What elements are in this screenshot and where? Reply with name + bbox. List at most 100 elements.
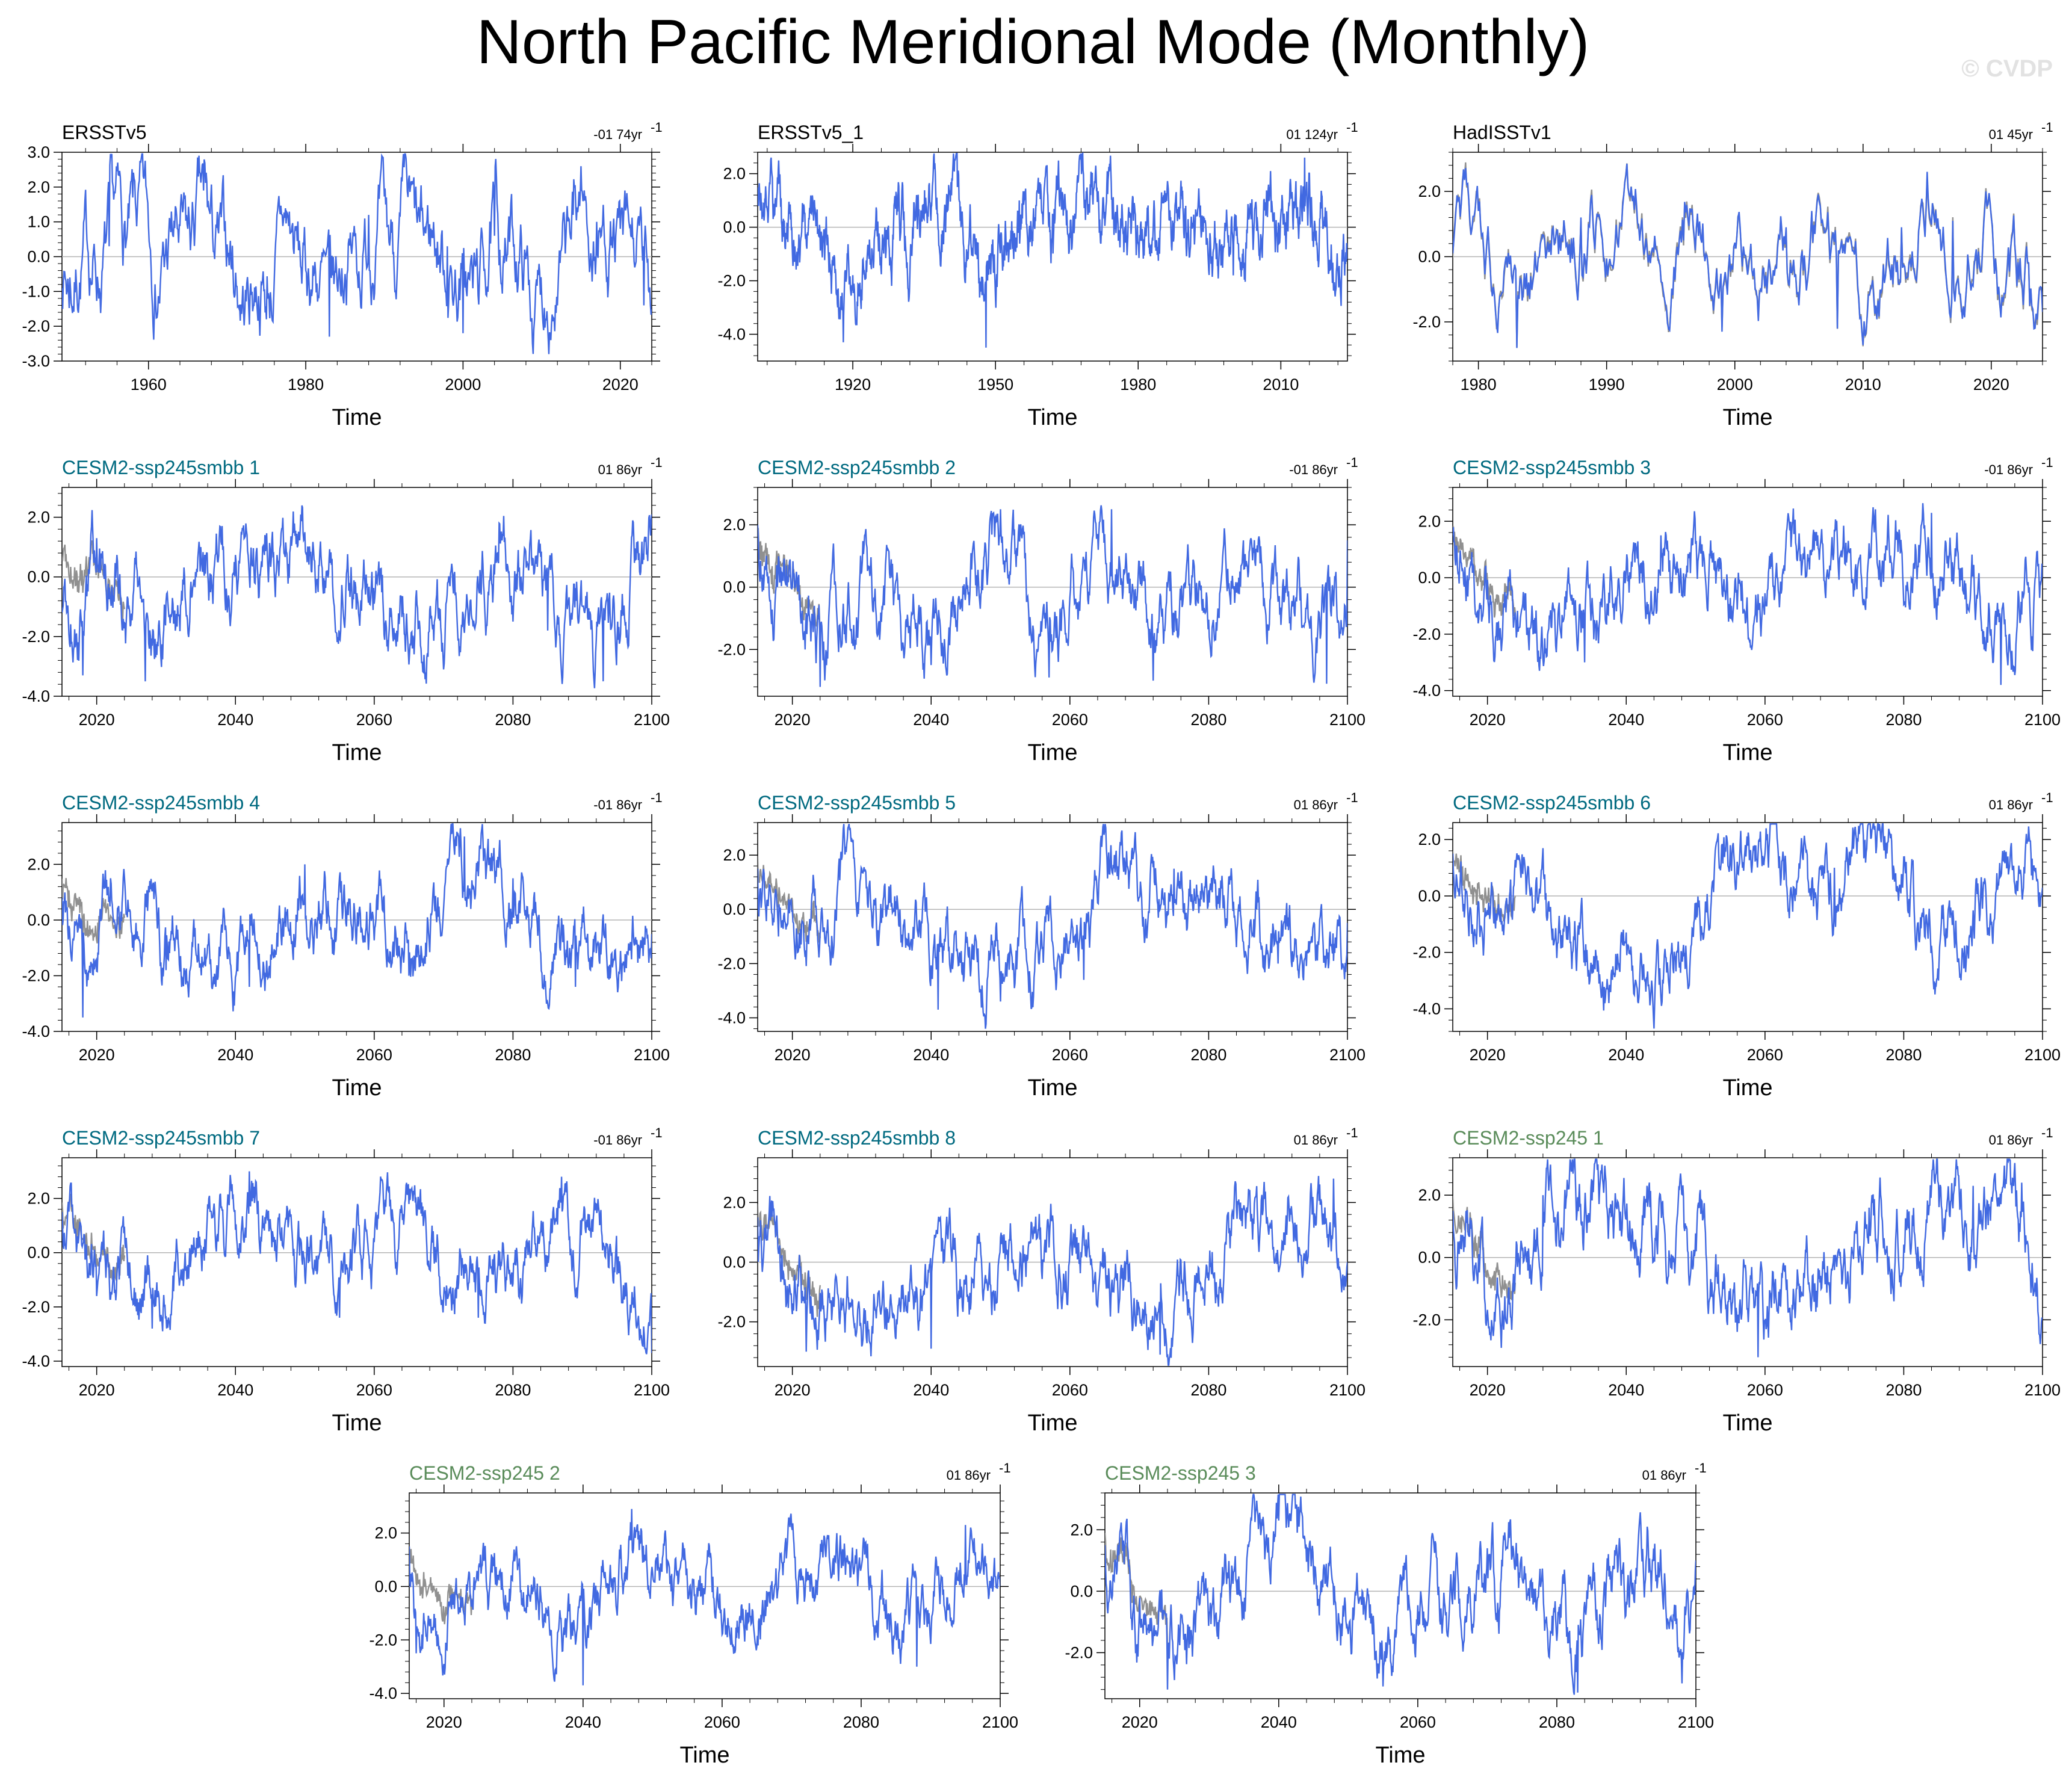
y-tick-label: 2.0 bbox=[1418, 1186, 1441, 1204]
x-tick-label: 2020 bbox=[1470, 1046, 1506, 1064]
y-tick-label: -2.0 bbox=[1412, 1311, 1441, 1329]
x-tick-label: 2100 bbox=[2024, 711, 2061, 729]
y-tick-label: 2.0 bbox=[27, 1190, 50, 1208]
trend-exponent: -1 bbox=[2041, 1125, 2053, 1140]
trend-exponent: -1 bbox=[1346, 1125, 1358, 1140]
y-tick-label: 2.0 bbox=[1418, 182, 1441, 200]
x-tick-label: 2020 bbox=[775, 1381, 811, 1399]
panel-title: CESM2-ssp245smbb 4 bbox=[62, 792, 260, 814]
x-tick-label: 2100 bbox=[1329, 1381, 1365, 1399]
x-tick-label: 2080 bbox=[1885, 1046, 1922, 1064]
reference-series-line bbox=[409, 1547, 473, 1625]
trend-exponent: -1 bbox=[1695, 1460, 1707, 1475]
panel-ersstv5: ERSSTv5 -01 74yr -1 -3.0 -2.0 -1.0 0.0 1.0 2.0 3.… bbox=[22, 120, 662, 430]
trend-exponent: -1 bbox=[651, 455, 663, 470]
series-line bbox=[62, 153, 652, 354]
x-axis-label: Time bbox=[332, 405, 382, 430]
x-tick-label: 2020 bbox=[1122, 1713, 1158, 1731]
trend-exponent: -1 bbox=[999, 1460, 1011, 1475]
x-axis-label: Time bbox=[1722, 405, 1772, 430]
y-tick-label: 0.0 bbox=[723, 218, 746, 236]
x-tick-label: 2060 bbox=[1747, 711, 1783, 729]
x-tick-label: 2040 bbox=[217, 1046, 253, 1064]
y-tick-label: -2.0 bbox=[717, 954, 746, 972]
plot-frame bbox=[1452, 1157, 2043, 1367]
trend-label: 01 86yr bbox=[947, 1468, 991, 1483]
trend-label: 01 86yr bbox=[598, 462, 642, 477]
x-tick-label: 2080 bbox=[495, 711, 531, 729]
y-tick-label: 2.0 bbox=[27, 508, 50, 527]
y-tick-label: 2.0 bbox=[27, 178, 50, 196]
x-tick-label: 2020 bbox=[775, 1046, 811, 1064]
trend-label: 01 86yr bbox=[1989, 797, 2033, 812]
y-tick-label: 0.0 bbox=[27, 248, 50, 266]
y-tick-label: 0.0 bbox=[723, 578, 746, 596]
panel-cesm2-ssp245smbb-7: CESM2-ssp245smbb 7 -01 86yr -1 -4.0 -2.0 0.0 2… bbox=[22, 1125, 670, 1436]
x-tick-label: 2040 bbox=[217, 1381, 253, 1399]
series-line bbox=[1453, 164, 2043, 348]
x-tick-label: 2100 bbox=[1678, 1713, 1714, 1731]
x-tick-label: 2080 bbox=[1885, 1381, 1922, 1399]
panel-title: CESM2-ssp245smbb 1 bbox=[62, 457, 260, 478]
trend-exponent: -1 bbox=[651, 120, 663, 135]
y-tick-label: -2.0 bbox=[1065, 1643, 1093, 1661]
plot-frame bbox=[1452, 487, 2043, 697]
reference-series-line bbox=[1105, 1533, 1169, 1649]
series-line bbox=[758, 824, 1347, 1029]
x-axis-label: Time bbox=[1375, 1743, 1425, 1768]
y-tick-label: -3.0 bbox=[22, 352, 50, 370]
y-tick-label: -1.0 bbox=[22, 282, 50, 300]
x-tick-label: 2080 bbox=[1190, 1046, 1226, 1064]
plot-frame bbox=[409, 1492, 1001, 1699]
plot-frame bbox=[61, 1157, 652, 1367]
panel-title: ERSSTv5 bbox=[62, 122, 146, 143]
x-tick-label: 2010 bbox=[1263, 375, 1299, 394]
x-tick-label: 2060 bbox=[1747, 1046, 1783, 1064]
y-tick-label: 0.0 bbox=[723, 900, 746, 918]
panel-ersstv5-1: ERSSTv5_1 01 124yr -1 -4.0 -2.0 0.0 2.0 1920 195… bbox=[717, 120, 1358, 430]
x-tick-label: 2000 bbox=[1717, 375, 1753, 394]
plot-frame bbox=[61, 487, 652, 697]
panel-cesm2-ssp245-3: CESM2-ssp245 3 01 86yr -1 -2.0 0.0 2.0 2020 204… bbox=[1065, 1460, 1714, 1768]
x-tick-label: 2040 bbox=[1261, 1713, 1297, 1731]
x-axis-label: Time bbox=[1027, 405, 1077, 430]
x-tick-label: 2060 bbox=[356, 711, 392, 729]
series-line bbox=[1453, 503, 2043, 685]
trend-exponent: -1 bbox=[1346, 455, 1358, 470]
x-tick-label: 2040 bbox=[217, 711, 253, 729]
series-line bbox=[1105, 1494, 1696, 1695]
y-tick-label: -2.0 bbox=[369, 1631, 397, 1649]
watermark: © CVDP bbox=[1961, 55, 2053, 82]
x-tick-label: 2100 bbox=[634, 711, 670, 729]
x-tick-label: 1980 bbox=[1120, 375, 1156, 394]
x-tick-label: 2020 bbox=[79, 1381, 115, 1399]
x-tick-label: 2060 bbox=[1052, 1046, 1088, 1064]
panel-title: CESM2-ssp245smbb 7 bbox=[62, 1127, 260, 1149]
x-tick-label: 2020 bbox=[426, 1713, 462, 1731]
y-tick-label: 2.0 bbox=[27, 855, 50, 873]
panel-title: CESM2-ssp245smbb 3 bbox=[1453, 457, 1651, 478]
x-tick-label: 1990 bbox=[1589, 375, 1625, 394]
y-tick-label: -4.0 bbox=[1412, 682, 1441, 700]
x-tick-label: 2100 bbox=[634, 1381, 670, 1399]
trend-exponent: -1 bbox=[651, 790, 663, 805]
y-tick-label: -4.0 bbox=[22, 1352, 50, 1370]
y-tick-label: -2.0 bbox=[1412, 313, 1441, 331]
x-tick-label: 2060 bbox=[704, 1713, 740, 1731]
x-tick-label: 2060 bbox=[1052, 711, 1088, 729]
x-axis-label: Time bbox=[1027, 1075, 1077, 1101]
x-axis-label: Time bbox=[1722, 740, 1772, 765]
panel-title: CESM2-ssp245smbb 5 bbox=[758, 792, 956, 814]
y-tick-label: -4.0 bbox=[369, 1684, 397, 1702]
x-axis-label: Time bbox=[332, 1410, 382, 1436]
y-tick-label: 0.0 bbox=[1418, 248, 1441, 266]
x-tick-label: 2020 bbox=[1470, 711, 1506, 729]
panel-hadisstv1: HadISSTv1 01 45yr -1 -2.0 0.0 2.0 1980 1990 2000… bbox=[1412, 120, 2053, 430]
y-tick-label: -4.0 bbox=[717, 1009, 746, 1027]
y-tick-label: -4.0 bbox=[1412, 1000, 1441, 1018]
x-tick-label: 2080 bbox=[495, 1381, 531, 1399]
trend-label: 01 45yr bbox=[1989, 127, 2033, 142]
x-tick-label: 2040 bbox=[1608, 1381, 1644, 1399]
reference-series-line bbox=[1453, 525, 1516, 618]
x-tick-label: 2060 bbox=[1052, 1381, 1088, 1399]
